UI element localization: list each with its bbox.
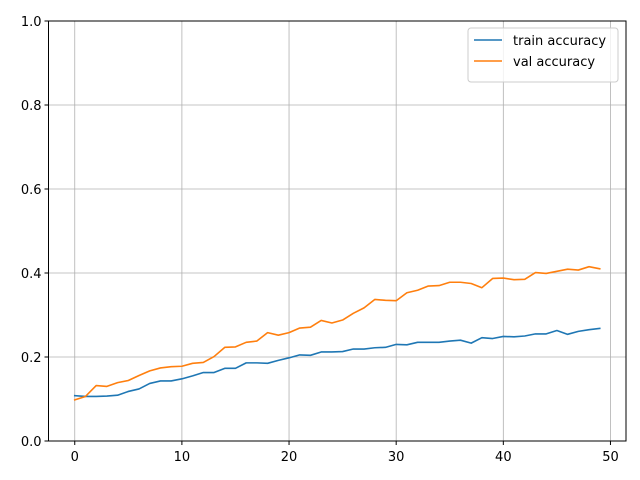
x-tick-label: 40 [495, 450, 512, 465]
y-tick-label: 0.8 [21, 99, 42, 114]
x-tick-label: 20 [281, 450, 298, 465]
y-tick-label: 0.6 [21, 183, 42, 198]
y-tick-label: 0.2 [21, 351, 42, 366]
x-tick-label: 0 [71, 450, 79, 465]
plot-frame [48, 20, 627, 442]
legend-label-train-accuracy: train accuracy [513, 34, 606, 49]
y-tick-label: 0.4 [21, 267, 42, 282]
series-line-val-accuracy [73, 265, 601, 401]
y-tick-label: 1.0 [21, 15, 42, 30]
x-tick-label: 50 [602, 450, 619, 465]
legend: train accuracy val accuracy [467, 27, 619, 83]
series-group [73, 265, 601, 401]
legend-box [467, 27, 619, 83]
legend-label-val-accuracy: val accuracy [513, 55, 595, 70]
x-tick-label: 30 [388, 450, 405, 465]
series-line-train-accuracy [73, 327, 601, 398]
axis-ticks: 0 10 20 30 40 50 0.0 0.2 0.4 0.6 0.8 1.0 [21, 15, 619, 465]
y-tick-label: 0.0 [21, 435, 42, 450]
x-tick-label: 10 [174, 450, 191, 465]
